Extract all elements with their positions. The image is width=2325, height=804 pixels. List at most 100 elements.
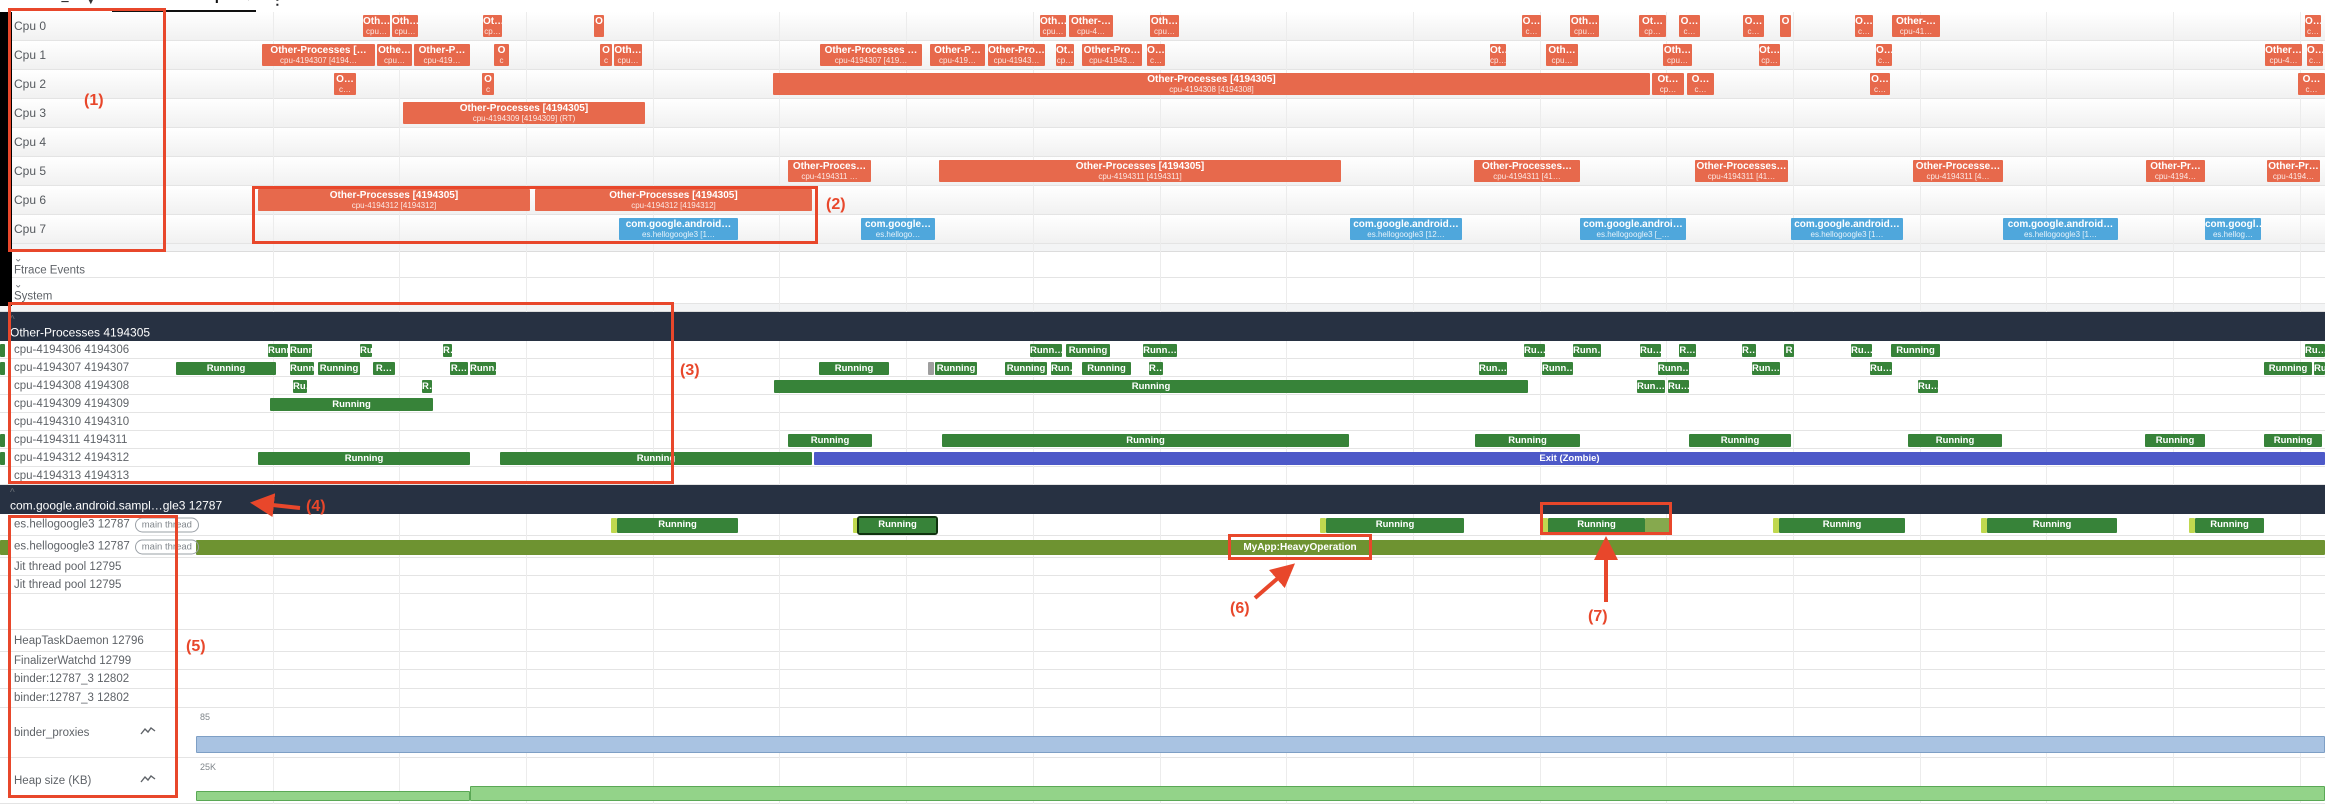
trace-slice[interactable]: Ru… (293, 379, 307, 393)
trace-slice[interactable]: Running (942, 433, 1349, 447)
track-t06[interactable]: cpu-4194306 4194306Runn…Runn…Ru…R…Runn…R… (0, 341, 2325, 359)
trace-slice[interactable] (928, 361, 934, 375)
trace-slice[interactable]: O…c… (1743, 15, 1764, 37)
trace-slice[interactable]: Running (270, 397, 433, 411)
trace-slice[interactable]: Running (2145, 433, 2205, 447)
track-t12[interactable]: cpu-4194312 4194312 Running Running Exit (Z… (0, 449, 2325, 467)
trace-slice[interactable]: Other-Processes [… cpu-4194307 [4194… (262, 44, 375, 66)
track-cpu7[interactable]: Cpu 7 com.google.android… es.hellogoogle3 … (0, 215, 2325, 244)
trace-slice[interactable]: com.google.android… es.hellogoogle3 [12… (1350, 218, 1462, 240)
track-gap1[interactable] (0, 244, 2325, 252)
trace-slice[interactable]: Ru… (1870, 361, 1892, 375)
trace-slice[interactable] (2189, 517, 2195, 533)
chevron-icon[interactable]: ^ (10, 314, 15, 325)
track-jit1[interactable]: Jit thread pool 12795 (0, 558, 2325, 576)
workspace-selector[interactable]: Default Workspac ▾ (112, 0, 257, 12)
trace-slice[interactable]: Other-P… cpu-419… (414, 44, 470, 66)
trace-slice[interactable]: Ru… (1918, 379, 1938, 393)
track-heaptask[interactable]: HeapTaskDaemon 12796 (0, 630, 2325, 652)
track-t08[interactable]: cpu-4194308 4194308Ru…R…RunningRun…Ru…Ru… (0, 377, 2325, 395)
track-ftrace[interactable]: ⌄ Ftrace Events (0, 252, 2325, 278)
trace-slice[interactable]: Running (1005, 361, 1047, 375)
trace-slice[interactable]: Ru… (1668, 379, 1689, 393)
trace-slice[interactable]: Runn… (1542, 361, 1573, 375)
track-cpu1[interactable]: Cpu 1 Other-Processes [… cpu-4194307 [4194… (0, 41, 2325, 70)
trace-slice[interactable]: Oth… cpu… (1546, 44, 1578, 66)
trace-slice[interactable]: Run… (1479, 361, 1507, 375)
trace-slice[interactable]: Running (258, 451, 470, 465)
trace-slice[interactable]: Ot…cp… (1490, 44, 1506, 66)
trace-slice[interactable]: Running (318, 361, 360, 375)
trace-slice[interactable] (1773, 517, 1779, 533)
track-hdr-app[interactable]: ^ com.google.android.sampl…gle3 12787 (0, 485, 2325, 514)
trace-slice[interactable]: Run… (1051, 361, 1072, 375)
counter-band[interactable] (470, 786, 2325, 801)
trace-slice[interactable]: Exit (Zombie) (814, 451, 2325, 465)
trace-slice[interactable]: Running (1987, 517, 2117, 533)
trace-slice[interactable]: Ru… (2314, 361, 2325, 375)
track-system[interactable]: ⌄ System (0, 278, 2325, 304)
trace-slice[interactable]: Other-… cpu-4… (1069, 15, 1113, 37)
track-main-slices[interactable]: es.hellogoogle3 12787 main thread MyApp:He… (0, 536, 2325, 558)
trace-slice[interactable]: Other-Processes [4194305] cpu-4194309 [41… (403, 102, 645, 124)
trace-slice[interactable]: Running (2264, 433, 2322, 447)
trace-slice[interactable]: Ot…cp… (1652, 73, 1684, 95)
trace-slice[interactable]: Running (857, 515, 938, 535)
track-cpu4[interactable]: Cpu 4 (0, 128, 2325, 157)
trace-slice[interactable]: R… (373, 361, 395, 375)
trace-slice[interactable]: Running (819, 361, 889, 375)
trace-slice[interactable]: Running (1779, 517, 1905, 533)
trace-slice[interactable]: Run… (1752, 361, 1780, 375)
trace-slice[interactable]: Runn… (1658, 361, 1689, 375)
chevron-icon[interactable]: ^ (10, 487, 15, 498)
trace-slice[interactable]: R… (443, 343, 452, 357)
trace-slice[interactable]: Running (1689, 433, 1791, 447)
trace-slice[interactable]: Other-Pro… cpu-41943… (1082, 44, 1142, 66)
trace-slice[interactable]: com.google.androi… es.hellogoogle3 [_… (1580, 218, 1686, 240)
trace-slice[interactable]: O…c… (334, 73, 356, 95)
trace-slice[interactable]: R… (1742, 343, 1756, 357)
trace-slice[interactable]: Oth… cpu… (1570, 15, 1599, 37)
trace-slice[interactable]: Running (1066, 343, 1110, 357)
trace-slice[interactable]: Running (788, 433, 872, 447)
track-cpu3[interactable]: Cpu 3 Other-Processes [4194305] cpu-419430… (0, 99, 2325, 128)
trace-slice[interactable]: Oth… cpu… (614, 44, 642, 66)
trace-slice[interactable]: Runn… (290, 343, 312, 357)
track-cpu0[interactable]: Cpu 0 Oth… cpu… Oth… cpu… Ot… cp… O Oth… cpu… Othe… (0, 12, 2325, 41)
track-main-state[interactable]: es.hellogoogle3 12787 main thread Running R… (0, 514, 2325, 536)
counter-band[interactable] (196, 791, 470, 801)
trace-slice[interactable]: com.google.android… es.hellogoogle3 [1… (619, 218, 738, 240)
trace-slice[interactable]: Runni… (290, 361, 314, 375)
trace-slice[interactable]: Other… cpu-4… (2265, 44, 2302, 66)
trace-slice[interactable]: Other-Proces… cpu-4194311 … (788, 160, 871, 182)
play-icon[interactable]: ▼ (83, 0, 98, 8)
trace-slice[interactable]: Runn… (470, 361, 496, 375)
trace-slice[interactable]: R (1784, 343, 1794, 357)
trace-slice[interactable]: Ot…cp… (1056, 44, 1074, 66)
trace-slice[interactable]: Running (617, 517, 738, 533)
trace-slice[interactable]: Other-Processes [4194305] cpu-4194308 [41… (773, 73, 1650, 95)
trace-slice[interactable]: Other-Processes [4194305] cpu-4194311 [41… (939, 160, 1341, 182)
trace-slice[interactable]: O…c… (1870, 73, 1890, 95)
trace-slice[interactable] (1542, 517, 1548, 533)
chevron-icon[interactable]: ⌄ (14, 253, 23, 264)
track-counter-heap[interactable]: Heap size (KB) 25K (0, 758, 2325, 804)
trace-slice[interactable]: Oth… cpu… (1663, 44, 1692, 66)
trace-slice[interactable]: O (594, 15, 604, 37)
trace-slice[interactable]: Other-Pr… cpu-4194… (2146, 160, 2205, 182)
trace-slice[interactable]: O…c… (2307, 44, 2323, 66)
trace-slice[interactable]: Running (1475, 433, 1580, 447)
trace-slice[interactable]: Other-Processes … cpu-4194307 [419… (820, 44, 922, 66)
trace-slice[interactable]: Oth… cpu… (392, 15, 418, 37)
trace-slice[interactable]: O…c… (2305, 15, 2321, 37)
trace-slice[interactable]: Ru… (1524, 343, 1545, 357)
track-t11[interactable]: cpu-4194311 4194311 Running Running Running… (0, 431, 2325, 449)
trace-slice[interactable]: Other-… cpu-41… (1892, 15, 1940, 37)
trace-slice[interactable]: Runn… (1143, 343, 1177, 357)
trace-slice[interactable]: Ru… (1851, 343, 1872, 357)
track-t13[interactable]: cpu-4194313 4194313 (0, 467, 2325, 485)
trace-slice[interactable]: Other-Processes [4194305] cpu-4194312 [41… (535, 189, 812, 211)
trace-slice[interactable]: com.google… es.hellogo… (861, 218, 935, 240)
trace-slice[interactable]: Oth… cpu… (1040, 15, 1066, 37)
track-gap2[interactable] (0, 304, 2325, 312)
